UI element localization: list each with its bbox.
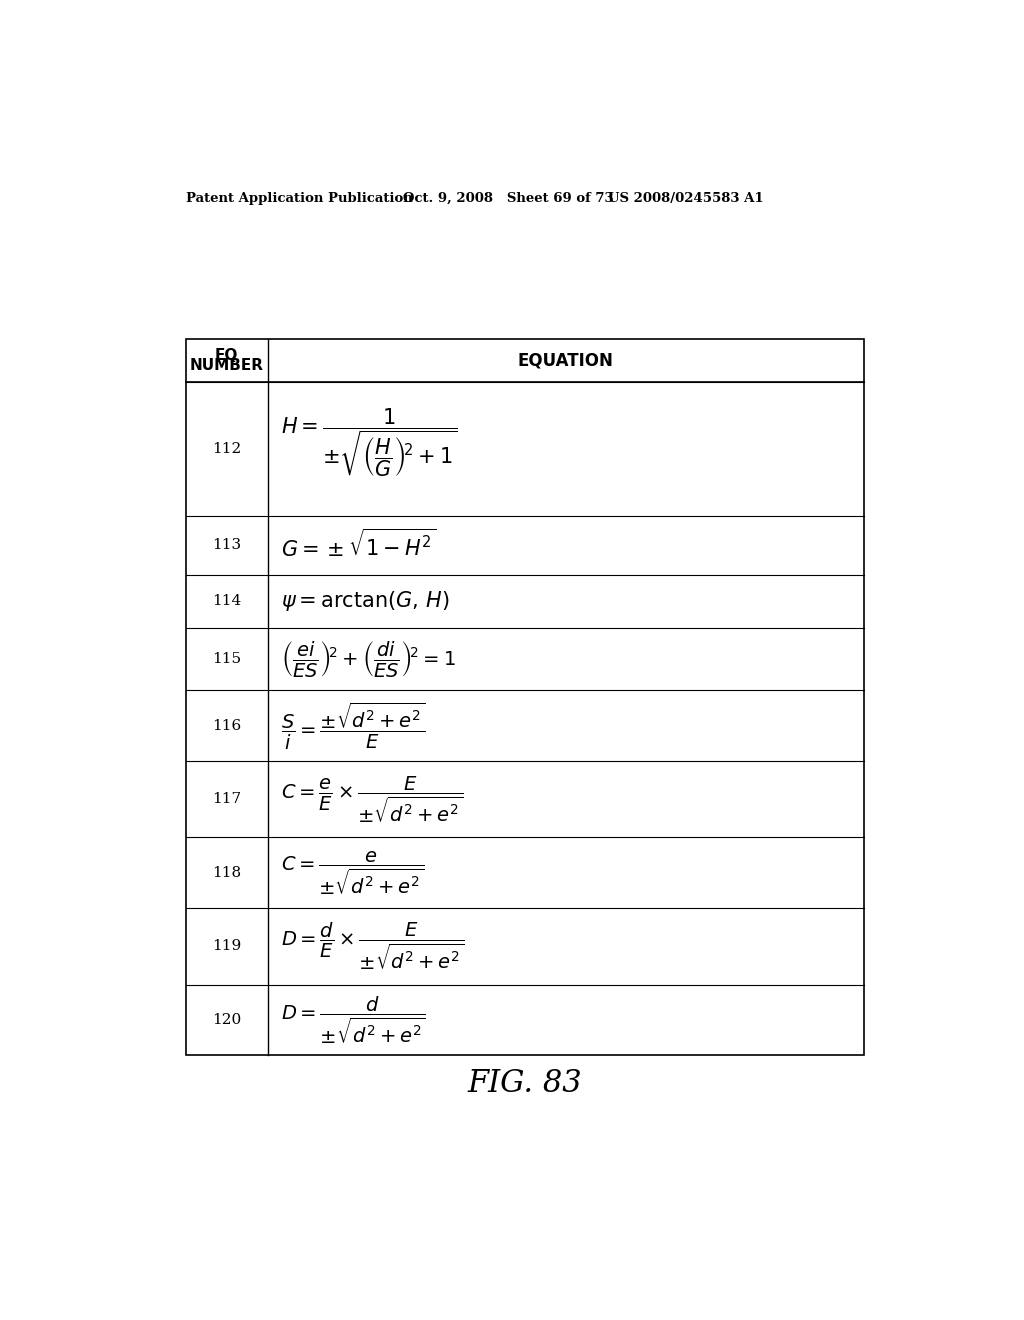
Text: $\dfrac{S}{i} = \dfrac{\pm\sqrt{d^{2}+e^{2}}}{E}$: $\dfrac{S}{i} = \dfrac{\pm\sqrt{d^{2}+e^… — [282, 701, 426, 751]
Bar — [186, 339, 864, 1056]
Text: $D = \dfrac{d}{E}\times\dfrac{E}{\pm\sqrt{d^{2}+e^{2}}}$: $D = \dfrac{d}{E}\times\dfrac{E}{\pm\sqr… — [282, 921, 465, 972]
Text: 117: 117 — [212, 792, 242, 807]
Text: Oct. 9, 2008   Sheet 69 of 73: Oct. 9, 2008 Sheet 69 of 73 — [403, 191, 613, 205]
Text: US 2008/0245583 A1: US 2008/0245583 A1 — [608, 191, 764, 205]
Text: 119: 119 — [212, 940, 242, 953]
Text: $\psi = \mathrm{arctan}(G,\,H)$: $\psi = \mathrm{arctan}(G,\,H)$ — [282, 590, 451, 614]
Text: 113: 113 — [212, 539, 242, 552]
Text: 118: 118 — [212, 866, 242, 880]
Text: 115: 115 — [212, 652, 242, 667]
Text: 114: 114 — [212, 594, 242, 609]
Text: Patent Application Publication: Patent Application Publication — [186, 191, 413, 205]
Text: $\left(\dfrac{ei}{ES}\right)^{\!2}+\left(\dfrac{di}{ES}\right)^{\!2}=1$: $\left(\dfrac{ei}{ES}\right)^{\!2}+\left… — [282, 639, 456, 680]
Text: $D = \dfrac{d}{\pm\sqrt{d^{2}+e^{2}}}$: $D = \dfrac{d}{\pm\sqrt{d^{2}+e^{2}}}$ — [282, 994, 426, 1045]
Text: $H = \dfrac{1}{\pm\sqrt{\left(\dfrac{H}{G}\right)^{\!2}+1}}$: $H = \dfrac{1}{\pm\sqrt{\left(\dfrac{H}{… — [282, 407, 458, 479]
Text: EQ: EQ — [215, 348, 239, 363]
Text: NUMBER: NUMBER — [189, 359, 264, 374]
Text: FIG. 83: FIG. 83 — [468, 1068, 582, 1100]
Text: EQUATION: EQUATION — [518, 351, 613, 370]
Text: 116: 116 — [212, 719, 242, 733]
Text: 120: 120 — [212, 1012, 242, 1027]
Text: $C = \dfrac{e}{E}\times\dfrac{E}{\pm\sqrt{d^{2}+e^{2}}}$: $C = \dfrac{e}{E}\times\dfrac{E}{\pm\sqr… — [282, 775, 464, 825]
Text: $G = \pm\sqrt{1-H^{2}}$: $G = \pm\sqrt{1-H^{2}}$ — [282, 529, 436, 561]
Text: $C = \dfrac{e}{\pm\sqrt{d^{2}+e^{2}}}$: $C = \dfrac{e}{\pm\sqrt{d^{2}+e^{2}}}$ — [282, 849, 425, 896]
Text: 112: 112 — [212, 442, 242, 455]
